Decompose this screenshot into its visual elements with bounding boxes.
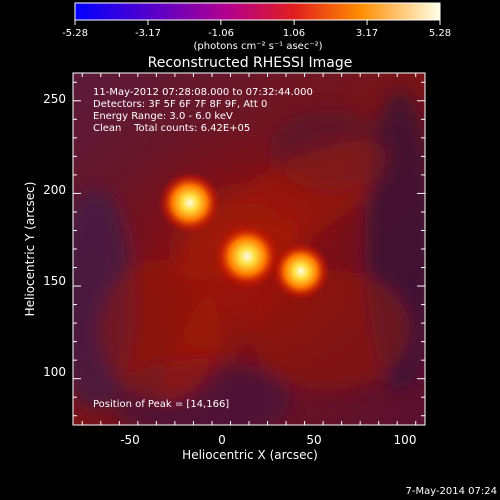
source-blob bbox=[271, 241, 331, 301]
heatmap-image bbox=[73, 73, 425, 425]
y-tick-labels: 100 150 200 250 bbox=[43, 92, 66, 379]
colorbar-ticks bbox=[74, 20, 441, 25]
colorbar-tick-label: -5.28 bbox=[62, 28, 88, 39]
colorbar bbox=[74, 2, 441, 21]
annotation-time: 11-May-2012 07:28:08.000 to 07:32:44.000 bbox=[93, 87, 313, 98]
y-tick-label: 250 bbox=[43, 92, 66, 106]
peak-position-label: Position of Peak = [14,166] bbox=[93, 399, 229, 410]
x-tick-label: 0 bbox=[218, 433, 226, 447]
footer-date: 7-May-2014 07:24 bbox=[405, 486, 497, 497]
colorbar-tick-label: 5.28 bbox=[429, 28, 451, 39]
colorbar-tick-label: -3.17 bbox=[135, 28, 161, 39]
annotation-counts: Clean Total counts: 6.42E+05 bbox=[93, 123, 250, 134]
annotations: 11-May-2012 07:28:08.000 to 07:32:44.000… bbox=[93, 87, 313, 134]
source-blob bbox=[158, 171, 222, 235]
axis-ticks bbox=[73, 73, 425, 425]
x-tick-labels: -50 0 50 100 bbox=[120, 433, 416, 447]
colorbar-tick-label: 3.17 bbox=[356, 28, 378, 39]
y-tick-label: 100 bbox=[43, 365, 66, 379]
source-blob bbox=[214, 223, 281, 290]
y-tick-label: 200 bbox=[43, 183, 66, 197]
y-tick-label: 150 bbox=[43, 274, 66, 288]
x-tick-label: -50 bbox=[120, 433, 140, 447]
chart-title: Reconstructed RHESSI Image bbox=[148, 55, 353, 71]
sources bbox=[158, 171, 331, 301]
annotation-detectors: Detectors: 3F 5F 6F 7F 8F 9F, Att 0 bbox=[93, 99, 267, 110]
y-axis-label: Heliocentric Y (arcsec) bbox=[23, 182, 37, 317]
x-axis-label: Heliocentric X (arcsec) bbox=[182, 448, 318, 462]
x-tick-label: 100 bbox=[394, 433, 417, 447]
colorbar-tick-label: -1.06 bbox=[208, 28, 234, 39]
annotation-energy: Energy Range: 3.0 - 6.0 keV bbox=[93, 111, 233, 122]
x-tick-label: 50 bbox=[306, 433, 321, 447]
colorbar-unit-label: (photons cm⁻² s⁻¹ asec⁻²) bbox=[193, 41, 322, 52]
colorbar-tick-label: 1.06 bbox=[283, 28, 305, 39]
colorbar-tick-labels: -5.28 -3.17 -1.06 1.06 3.17 5.28 bbox=[62, 28, 451, 39]
